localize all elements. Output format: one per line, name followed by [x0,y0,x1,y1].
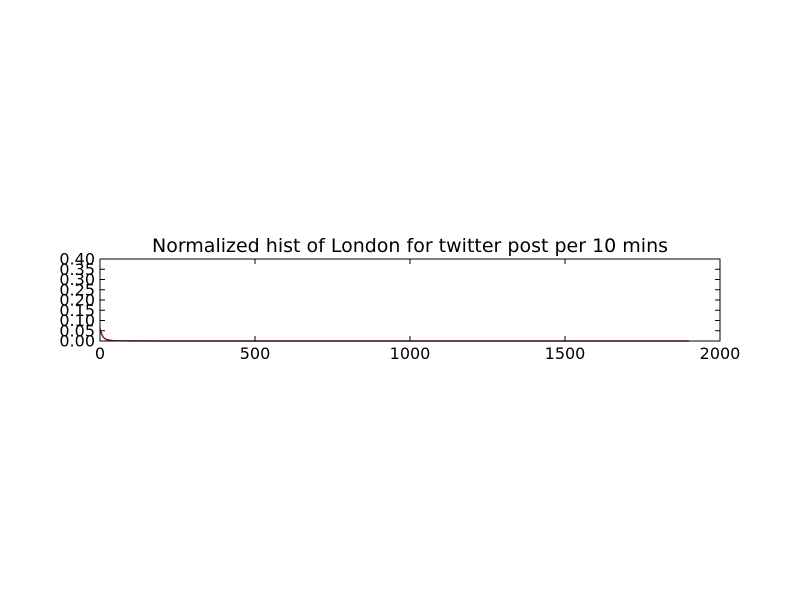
y-tick-label: 0.10 [59,311,95,330]
y-tick-label: 0.20 [59,291,95,310]
plot-area: 0 500 1000 1500 2000 0.000.050.100.150.200.25… [59,250,740,364]
x-tick-label: 1000 [390,344,431,363]
x-tick-label: 500 [240,344,271,363]
y-tick-label: 0.15 [59,301,95,320]
x-tick-label: 1500 [545,344,586,363]
axes-frame [99,258,721,342]
x-tick-label: 0 [95,344,105,363]
y-tick-label: 0.25 [59,280,95,299]
y-tick-label: 0.40 [59,250,95,269]
y-tick-label: 0.35 [59,260,95,279]
series-line-0 [99,328,689,342]
y-tick-label: 0.05 [59,321,95,340]
y-tick-label: 0.00 [59,332,95,351]
y-tick-label: 0.30 [59,270,95,289]
x-tick-label: 2000 [700,344,741,363]
chart-title: Normalized hist of London for twitter po… [152,235,668,257]
